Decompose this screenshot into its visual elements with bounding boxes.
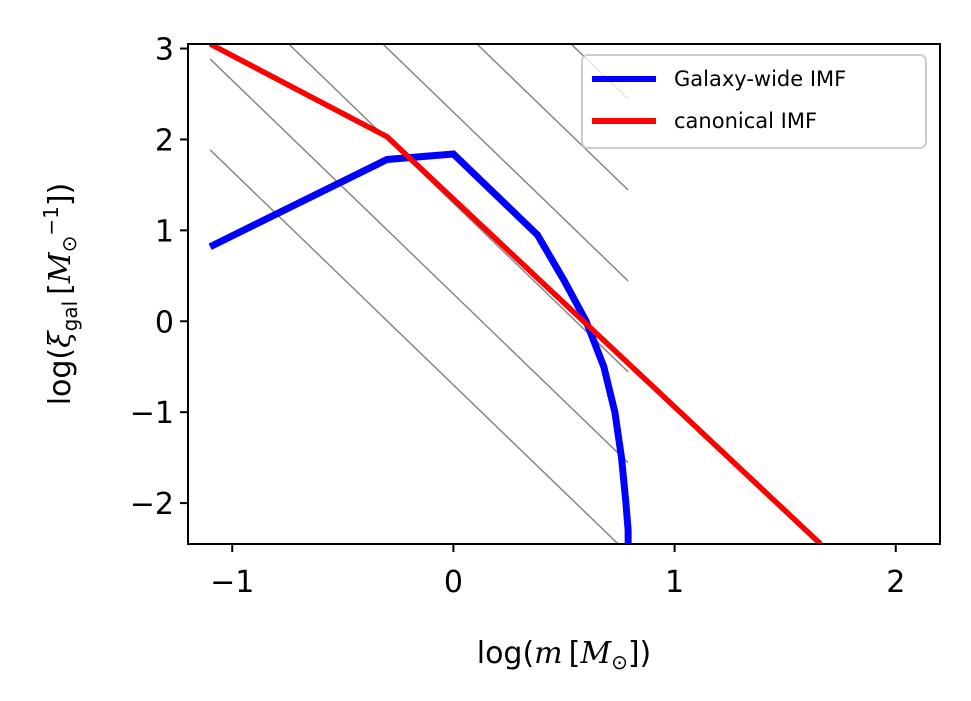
- y-tick-label: 0: [155, 305, 174, 340]
- x-axis-label: log(m [M⊙]): [477, 636, 652, 674]
- y-tick-label: 2: [155, 123, 174, 158]
- series-line-galaxy-wide-imf: [208, 150, 632, 544]
- y-tick-label: 3: [155, 33, 174, 68]
- background-line-5: [209, 58, 629, 464]
- x-tick-label: −1: [210, 565, 254, 600]
- legend-label-canonical-imf: canonical IMF: [674, 109, 817, 133]
- series-line-canonical-imf: [208, 44, 823, 544]
- series-layer: [208, 44, 823, 544]
- y-tick-label: −1: [130, 396, 174, 431]
- x-axis: −1 0 1 2: [210, 544, 905, 600]
- legend: Galaxy-wide IMF canonical IMF: [581, 54, 927, 149]
- y-tick-label: −2: [130, 487, 174, 522]
- x-tick-label: 0: [444, 565, 463, 600]
- plot-frame: [187, 43, 941, 545]
- y-axis-label: log(ξgal[M⊙−1]): [39, 183, 82, 406]
- background-line-2: [475, 44, 629, 191]
- x-tick-label: 2: [886, 565, 905, 600]
- legend-label-galaxy-wide-imf: Galaxy-wide IMF: [674, 67, 846, 91]
- y-axis: −2 −1 0 1 2 3: [130, 33, 188, 522]
- background-line-6: [209, 149, 620, 544]
- y-tick-label: 1: [155, 214, 174, 249]
- background-line-3: [381, 44, 629, 282]
- x-tick-label: 1: [665, 565, 684, 600]
- legend-box: [581, 54, 927, 149]
- background-line-0: [210, 0, 628, 8]
